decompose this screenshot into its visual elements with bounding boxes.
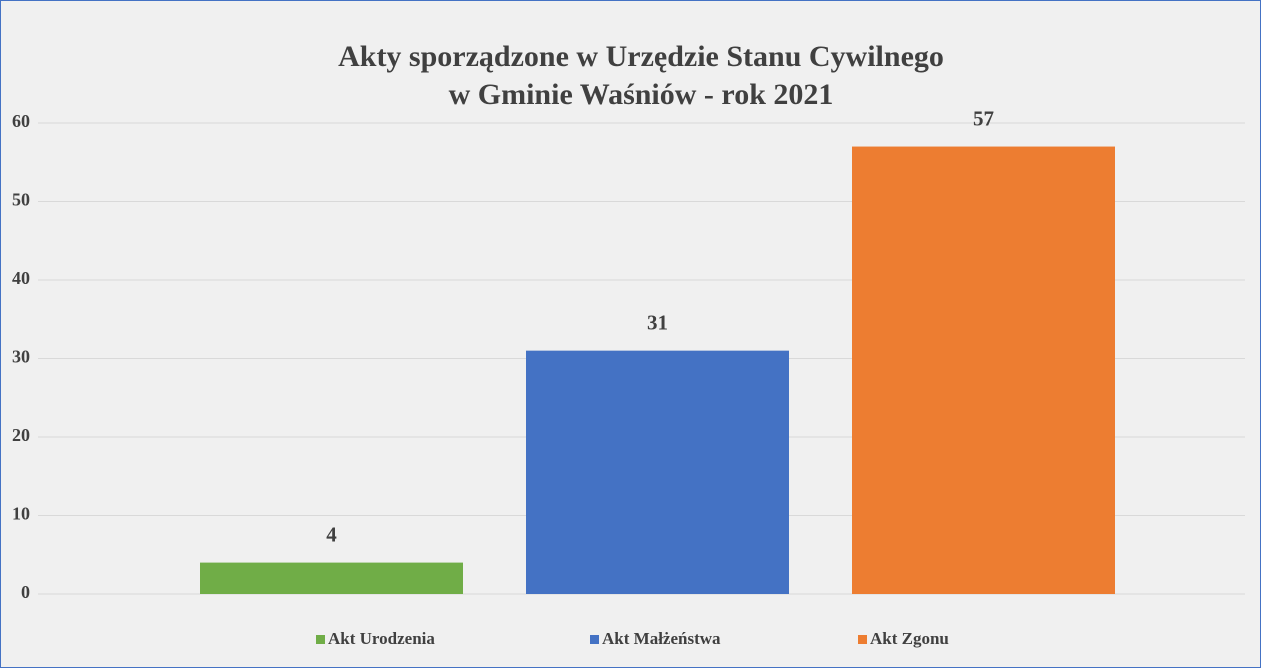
y-tick-label: 40 bbox=[12, 268, 30, 288]
y-tick-label: 50 bbox=[12, 190, 30, 210]
legend-swatch bbox=[858, 635, 867, 644]
legend-label: Akt Małżeństwa bbox=[602, 629, 721, 648]
y-tick-label: 30 bbox=[12, 347, 30, 367]
bar bbox=[852, 146, 1115, 595]
bar bbox=[526, 350, 789, 594]
data-label: 4 bbox=[326, 522, 337, 546]
legend-swatch bbox=[590, 635, 599, 644]
data-label: 31 bbox=[647, 310, 668, 334]
legend-label: Akt Urodzenia bbox=[328, 629, 435, 648]
y-tick-label: 0 bbox=[21, 582, 30, 602]
data-label: 57 bbox=[973, 106, 994, 130]
chart-title: Akty sporządzone w Urzędzie Stanu Cywiln… bbox=[338, 40, 944, 73]
bar bbox=[200, 562, 463, 594]
y-tick-label: 10 bbox=[12, 504, 30, 524]
legend-label: Akt Zgonu bbox=[870, 629, 949, 648]
legend-swatch bbox=[316, 635, 325, 644]
y-tick-label: 60 bbox=[12, 111, 30, 131]
y-tick-label: 20 bbox=[12, 425, 30, 445]
chart-title: w Gminie Waśniów - rok 2021 bbox=[449, 78, 834, 111]
